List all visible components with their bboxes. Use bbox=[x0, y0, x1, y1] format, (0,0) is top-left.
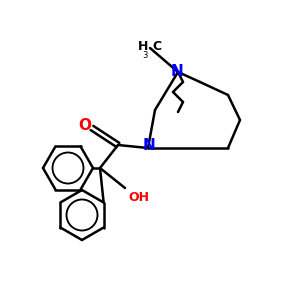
Text: H: H bbox=[138, 40, 148, 52]
Text: N: N bbox=[171, 64, 183, 79]
Text: OH: OH bbox=[128, 191, 149, 204]
Text: O: O bbox=[79, 118, 92, 134]
Text: 3: 3 bbox=[142, 51, 148, 60]
Text: N: N bbox=[142, 139, 155, 154]
Text: C: C bbox=[152, 40, 161, 52]
